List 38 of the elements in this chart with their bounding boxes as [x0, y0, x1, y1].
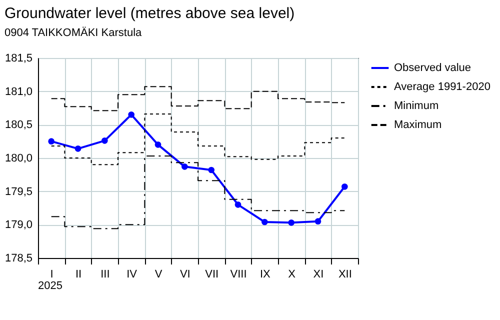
x-tick-label: VI [180, 268, 190, 280]
point [74, 146, 82, 152]
x-tick-label: X [288, 268, 296, 280]
y-tick-label: 181,0 [4, 86, 32, 98]
y-tick-label: 180,5 [4, 119, 32, 132]
point [234, 202, 242, 208]
y-tick-label: 179,0 [4, 219, 32, 232]
point [102, 138, 108, 144]
text: 2025 [38, 280, 62, 292]
chart-title: Groundwater level (metres above sea level) [4, 5, 295, 22]
point [314, 218, 322, 224]
x-tick-label: I [50, 268, 54, 280]
point [342, 184, 348, 190]
legend-label: Maximum [394, 119, 442, 131]
x-tick-label: VII [205, 268, 219, 280]
point [288, 220, 294, 226]
x-tick-label: II [75, 268, 82, 280]
legend-label: Minimum [394, 100, 439, 112]
x-tick-label: V [154, 268, 163, 280]
x-tick-label: IX [260, 268, 272, 280]
x-tick-label: III [100, 268, 110, 280]
chart-subtitle: 0904 TAIKKOMÄKI Karstula [4, 26, 143, 39]
x-tick-label: XI [313, 268, 324, 280]
point [208, 166, 214, 174]
point [154, 142, 162, 148]
point [48, 138, 54, 144]
point [262, 218, 268, 226]
point [128, 112, 134, 118]
y-tick-label: 178,5 [4, 252, 32, 264]
y-tick-label: 180,0 [4, 152, 32, 164]
x-tick-label: IV [126, 268, 138, 280]
legend-label: Average 1991-2020 [394, 81, 490, 93]
x-tick-label: XII [338, 268, 352, 280]
x-tick-label: VIII [230, 268, 247, 280]
y-tick-label: 179,5 [4, 186, 32, 198]
point [182, 164, 188, 170]
legend-label: Observed value [394, 62, 472, 74]
y-tick-label: 181,5 [4, 52, 32, 64]
